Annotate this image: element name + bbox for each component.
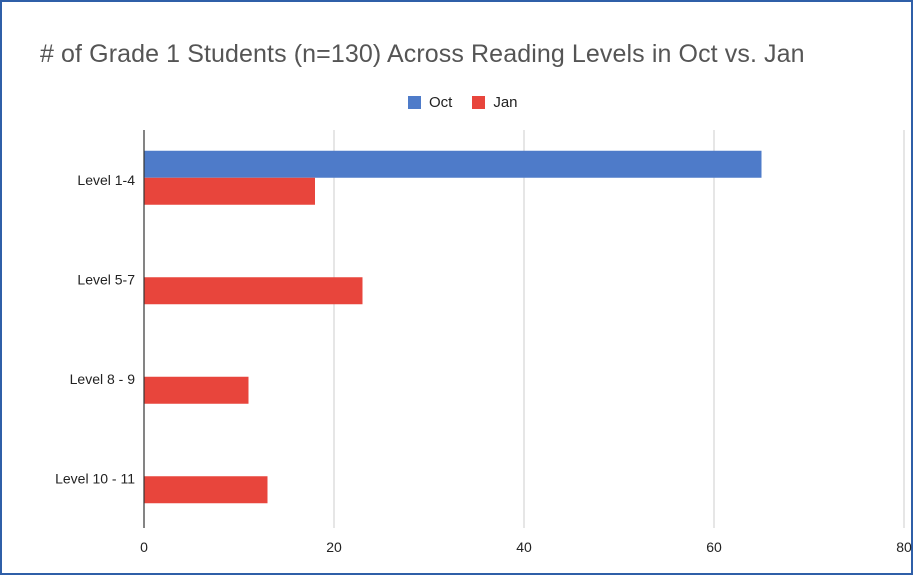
bar-oct-1 [144, 150, 762, 178]
bar-jan-4 [144, 476, 268, 504]
x-tick-label: 60 [706, 539, 722, 555]
x-tick-label: 80 [896, 539, 912, 555]
legend-item-oct: Oct [408, 94, 452, 111]
bar-jan-2 [144, 277, 363, 305]
legend: Oct Jan [408, 94, 530, 111]
y-tick-label: Level 8 - 9 [70, 371, 136, 387]
bar-jan-3 [144, 376, 249, 404]
legend-swatch-jan [472, 96, 486, 109]
x-tick-label: 20 [326, 539, 342, 555]
y-tick-label: Level 5-7 [77, 271, 135, 287]
legend-swatch-oct [408, 96, 421, 109]
y-tick-label: Level 10 - 11 [55, 470, 135, 486]
y-tick-label: Level 1-4 [77, 172, 135, 188]
legend-label-oct: Oct [429, 94, 453, 111]
legend-label-jan: Jan [493, 94, 518, 111]
x-tick-label: 40 [516, 539, 532, 555]
legend-item-jan: Jan [472, 94, 518, 111]
chart-title: # of Grade 1 Students (n=130) Across Rea… [40, 40, 805, 68]
bar-jan-1 [144, 177, 315, 205]
x-tick-label: 0 [140, 539, 148, 555]
